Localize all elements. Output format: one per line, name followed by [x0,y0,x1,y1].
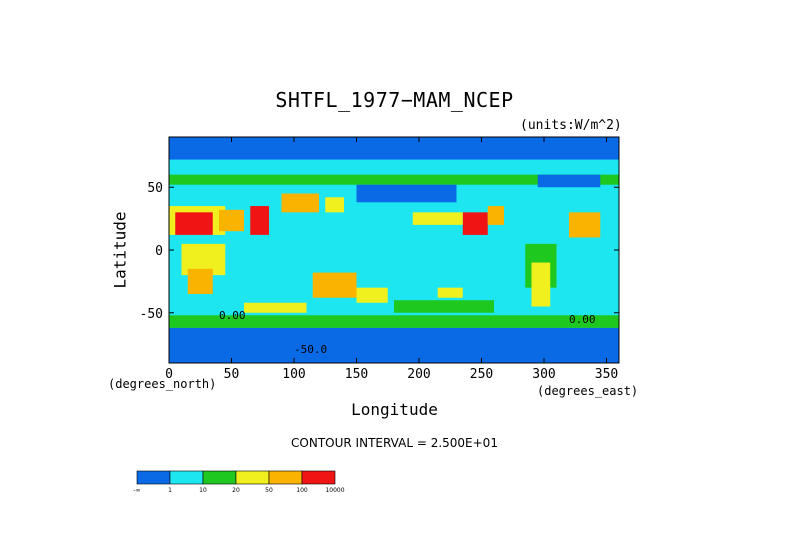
x-unit-label: (degrees_east) [537,384,639,398]
field-patch [187,268,213,294]
field-patch [531,262,551,307]
field-patch [412,212,463,225]
field-patch [462,212,488,238]
y-tick-label: 50 [147,181,163,196]
x-tick-label: 200 [407,367,430,382]
colorbar-label: 10 [199,487,207,494]
contour-label: 0.00 [569,313,596,326]
contour-label: 0.00 [219,309,246,322]
field-patch [169,327,619,363]
x-tick-label: 0 [165,367,173,382]
field-patch [356,184,457,203]
x-tick-label: 300 [532,367,555,382]
colorbar-swatch [202,470,237,485]
x-tick-label: 50 [224,367,240,382]
y-tick-label: 0 [155,244,163,259]
x-tick-label: 100 [282,367,305,382]
colorbar-label: 10000 [325,487,344,494]
colorbar-label: 20 [232,487,240,494]
field-patch [169,315,619,328]
field-patch [169,137,619,160]
field-patch [175,212,213,235]
field-patch [356,287,388,303]
colorbar-swatch [235,470,270,485]
field-patch [244,302,307,313]
chart-title: SHTFL_1977−MAM_NCEP [275,88,514,112]
plot-area: 0.00 0.00 -50.0 [169,137,619,363]
field-patch [169,174,619,185]
colorbar-swatch [268,470,303,485]
field-patch [394,300,494,313]
field-patch [169,234,619,244]
axis-ticks: 0 50 100 150 200 250 300 350 50 0 -50 [140,137,619,382]
units-label: (units:W/m^2) [520,118,622,133]
y-unit-label: (degrees_north) [108,377,217,391]
colorbar-swatch [169,470,204,485]
x-tick-label: 350 [595,367,618,382]
colorbar-label: -∞ [133,487,140,494]
colorbar-label: 1 [168,487,172,494]
y-tick-label: -50 [140,307,163,322]
contour-interval-label: CONTOUR INTERVAL = 2.500E+01 [291,436,498,450]
field-patch [325,197,344,213]
contour-label: -50.0 [294,343,327,356]
colorbar-swatch [136,470,171,485]
colorbar-label: 100 [296,487,308,494]
field-patch [437,287,463,298]
field-patch [487,206,504,225]
field-patch [312,272,357,298]
x-axis-label: Longitude [351,400,438,419]
field-patch [250,206,269,235]
field-patch [537,174,601,188]
x-tick-label: 150 [345,367,368,382]
field-patch [219,209,244,232]
field-patch [569,212,601,238]
x-tick-label: 250 [470,367,493,382]
colorbar-label: 50 [265,487,273,494]
field-patch [281,193,319,213]
colorbar: -∞ 1 10 20 50 100 10000 [133,470,345,494]
colorbar-swatch [301,470,336,485]
